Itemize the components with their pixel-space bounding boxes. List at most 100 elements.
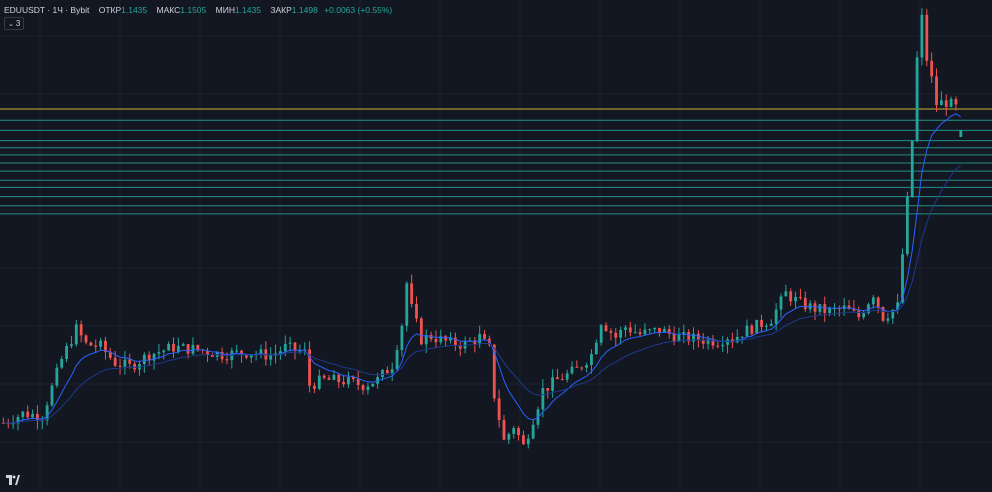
candle-body	[619, 329, 623, 338]
candle-body	[687, 331, 691, 342]
candle-body	[818, 304, 822, 312]
candle-body	[176, 345, 180, 352]
candle-body	[89, 342, 93, 346]
candle-body	[740, 336, 744, 338]
candle-body	[390, 369, 394, 374]
candle-body	[886, 318, 890, 321]
candle-body	[332, 374, 336, 380]
candle-body	[186, 344, 190, 354]
candle-body	[245, 354, 248, 358]
candle-body	[74, 324, 78, 345]
candle-body	[551, 377, 554, 391]
candle-body	[142, 354, 146, 365]
candle-body	[361, 385, 365, 391]
candle-body	[662, 329, 666, 333]
candle-body	[458, 345, 462, 349]
candle-body	[497, 398, 501, 421]
moving-average-fast-line	[3, 113, 962, 424]
candle-body	[16, 416, 20, 424]
candle-body	[356, 378, 360, 386]
candle-body	[565, 373, 569, 380]
candle-body	[434, 338, 438, 343]
candle-body	[633, 332, 637, 334]
moving-average-slow-line	[3, 165, 962, 424]
candle-body	[735, 336, 739, 343]
candle-body	[424, 334, 428, 345]
candle-body	[283, 343, 287, 352]
candle-body	[70, 344, 73, 347]
candle-body	[50, 385, 54, 406]
tradingview-logo-icon[interactable]	[6, 475, 20, 485]
candle-body	[570, 366, 574, 374]
candle-body	[765, 325, 768, 327]
candle-body	[628, 327, 632, 333]
low-value: 1.1435	[234, 5, 261, 15]
candle-body	[502, 420, 506, 440]
candle-body	[935, 76, 938, 106]
candle-body	[531, 424, 535, 439]
candle-body	[220, 351, 224, 360]
indicators-toggle-button[interactable]: ⌄ 3	[4, 17, 25, 30]
candle-body	[828, 308, 831, 313]
candle-body	[162, 350, 166, 353]
candle-body	[395, 350, 399, 370]
candle-body	[541, 388, 545, 410]
candle-body	[604, 325, 608, 332]
candle-body	[949, 99, 953, 107]
candle-body	[726, 339, 729, 345]
candle-body	[492, 344, 496, 399]
candle-body	[478, 334, 482, 344]
candle-body	[731, 339, 734, 343]
candle-body	[871, 297, 875, 305]
candle-body	[915, 57, 919, 141]
candle-body	[852, 309, 856, 311]
candle-body	[833, 308, 836, 310]
candle-body	[196, 344, 200, 350]
candle-body	[896, 302, 900, 310]
candle-body	[210, 354, 214, 357]
candle-body	[206, 350, 209, 355]
moving-averages	[3, 113, 962, 424]
chevron-down-icon: ⌄	[8, 21, 14, 28]
candle-body	[410, 283, 414, 304]
candle-body	[672, 333, 676, 342]
candle-body	[609, 331, 613, 333]
candle-body	[959, 130, 963, 138]
candle-body	[133, 363, 137, 370]
candle-body	[94, 345, 98, 347]
candle-body	[799, 296, 802, 298]
candle-body	[546, 388, 550, 391]
candle-body	[439, 336, 443, 343]
candle-body	[677, 334, 681, 342]
candle-body	[847, 305, 851, 310]
candle-body	[279, 351, 282, 354]
candle-body	[118, 365, 122, 367]
candle-body	[692, 333, 695, 342]
candle-body	[152, 353, 156, 361]
candle-body	[696, 333, 700, 341]
candle-body	[789, 291, 793, 302]
high-label: МАКС	[156, 5, 181, 15]
candle-body	[614, 332, 618, 338]
candle-body	[181, 344, 185, 346]
candle-body	[327, 377, 331, 380]
candle-body	[419, 318, 423, 345]
candle-body	[881, 307, 885, 321]
candle-body	[901, 254, 904, 303]
candle-body	[750, 325, 754, 334]
candle-body	[939, 100, 943, 106]
candle-body	[760, 319, 763, 327]
candle-body	[803, 297, 807, 310]
candle-body	[716, 345, 720, 347]
symbol-label[interactable]: EDUUSDT · 1Ч · Bybit	[4, 5, 90, 15]
candle-body	[711, 339, 715, 346]
candle-body	[405, 283, 409, 326]
candle-body	[322, 375, 326, 378]
candle-body	[638, 332, 642, 335]
candle-body	[507, 433, 511, 440]
candle-body	[794, 296, 797, 302]
candle-body	[624, 327, 627, 330]
ohlc-legend: EDUUSDT · 1Ч · Bybit ОТКР1.1435 МАКС1.15…	[4, 5, 392, 16]
